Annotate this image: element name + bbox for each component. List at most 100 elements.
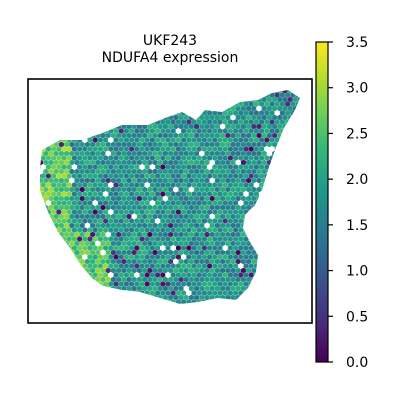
spot — [58, 177, 64, 184]
spot — [230, 285, 236, 292]
spot — [233, 299, 239, 304]
spot — [82, 218, 88, 224]
spot — [186, 110, 192, 116]
spot — [243, 182, 249, 188]
spot — [173, 285, 179, 292]
spot — [162, 204, 168, 211]
spot — [108, 245, 114, 251]
spot — [64, 132, 70, 139]
spot — [103, 92, 109, 98]
spot — [204, 96, 210, 103]
spot — [105, 204, 111, 211]
spot — [79, 276, 85, 283]
spot — [56, 254, 62, 260]
spot — [126, 177, 132, 184]
spot — [118, 173, 124, 179]
spot — [165, 227, 171, 233]
spot — [240, 276, 246, 283]
spot — [287, 240, 293, 247]
spot — [183, 105, 189, 112]
spot — [149, 146, 155, 152]
spot — [285, 281, 291, 287]
spot — [212, 263, 218, 269]
spot — [173, 168, 179, 175]
spot — [110, 177, 116, 184]
spot — [188, 213, 194, 220]
colorbar-tick-label: 1.5 — [346, 218, 368, 234]
spot — [207, 281, 213, 287]
spot — [79, 90, 85, 94]
spot — [40, 182, 41, 188]
spot — [69, 150, 75, 157]
spot — [230, 186, 236, 193]
spot — [191, 173, 197, 179]
spot — [58, 132, 64, 139]
spot — [298, 168, 300, 175]
spot — [243, 254, 249, 260]
spot — [53, 213, 59, 220]
spot — [61, 164, 67, 170]
spot — [84, 177, 90, 184]
spot — [261, 276, 267, 283]
spot — [214, 258, 220, 265]
spot — [40, 146, 46, 152]
spot — [116, 96, 122, 103]
spot — [69, 168, 75, 175]
spot — [142, 168, 148, 175]
spot — [139, 263, 145, 269]
spot — [147, 294, 153, 301]
spot — [256, 177, 262, 184]
spot — [279, 110, 285, 116]
spot — [90, 294, 96, 301]
spot — [261, 258, 267, 265]
spot — [165, 218, 171, 224]
spot — [170, 182, 176, 188]
spot — [48, 195, 54, 202]
spot — [238, 110, 244, 116]
spot — [222, 155, 228, 161]
spot — [181, 155, 187, 161]
spot — [43, 267, 49, 274]
spot — [225, 90, 231, 94]
spot — [84, 285, 90, 292]
spot — [100, 258, 106, 265]
spot — [92, 101, 98, 107]
spot — [71, 110, 77, 116]
spot — [97, 245, 103, 251]
spot — [64, 177, 70, 184]
spot — [246, 240, 252, 247]
spot — [129, 200, 135, 206]
spot — [79, 159, 85, 166]
spot — [168, 123, 174, 130]
spot — [235, 249, 241, 256]
spot — [204, 204, 210, 211]
spot — [92, 182, 98, 188]
spot — [48, 159, 54, 166]
spot — [123, 173, 129, 179]
spot — [220, 222, 226, 229]
spot — [56, 83, 61, 89]
spot — [292, 186, 298, 193]
spot — [82, 173, 88, 179]
spot — [235, 186, 241, 193]
spot — [116, 267, 122, 274]
spot — [139, 92, 145, 98]
spot — [207, 227, 213, 233]
spot — [157, 159, 163, 166]
spot — [298, 213, 300, 220]
spot — [201, 173, 207, 179]
spot — [92, 146, 98, 152]
spot — [194, 123, 200, 130]
spot — [149, 173, 155, 179]
spot — [225, 276, 231, 283]
spot — [207, 128, 213, 134]
spot — [175, 119, 181, 125]
spot — [61, 128, 67, 134]
spot — [53, 168, 59, 175]
spot — [272, 141, 278, 148]
spot — [238, 272, 244, 278]
spot — [116, 294, 122, 301]
spot — [105, 123, 111, 130]
spot — [285, 173, 291, 179]
spot — [272, 258, 278, 265]
